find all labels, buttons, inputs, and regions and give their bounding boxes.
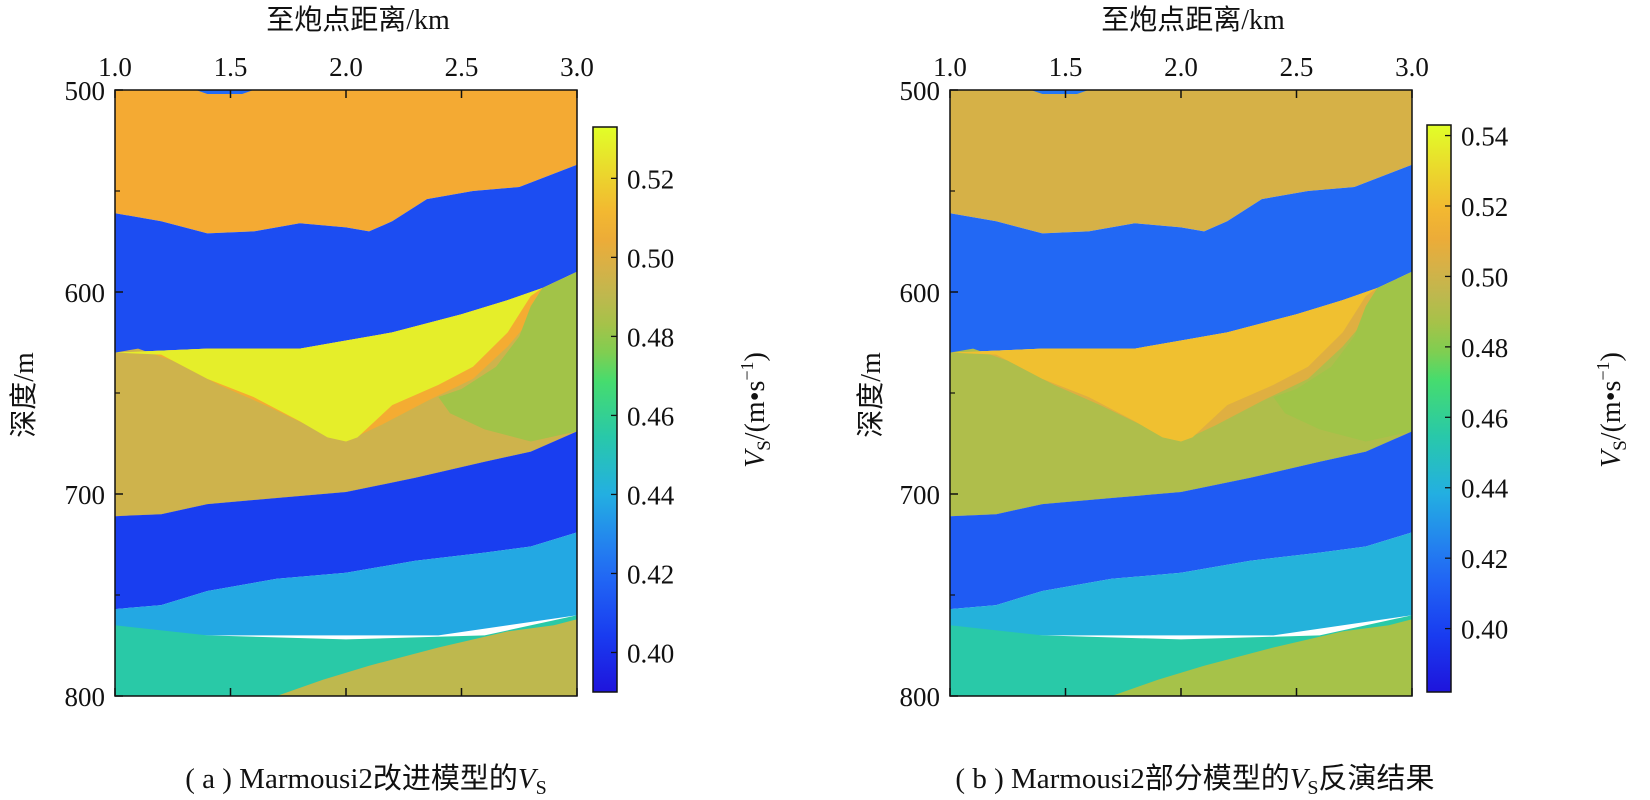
colorbar-tick-label: 0.52 — [1461, 192, 1508, 222]
colorbar-tick-label: 0.50 — [1461, 262, 1508, 292]
colorbar-label-close: ) — [740, 352, 771, 361]
colorbar-label: VS/(m•s−1) — [737, 352, 775, 468]
colorbar-label-sup: −1 — [1593, 361, 1613, 380]
x-tick-label: 1.0 — [933, 52, 967, 82]
colorbar-tick-label: 0.54 — [1461, 122, 1509, 152]
layer-blue-1 — [950, 164, 1412, 353]
x-tick-label: 2.0 — [329, 52, 363, 82]
x-tick-label: 1.5 — [214, 52, 248, 82]
colorbar-label-sup: −1 — [737, 361, 757, 380]
panel-b: 至炮点距离/km 深度/m VS/(m•s−1) ( b ) Marmousi2… — [855, 4, 1631, 799]
colorbar — [592, 126, 618, 693]
y-tick-label: 500 — [900, 76, 941, 106]
layer-green-right — [438, 271, 577, 442]
x-tick-label: 2.5 — [445, 52, 479, 82]
y-tick-label: 600 — [900, 278, 941, 308]
colorbar-tick-label: 0.44 — [627, 480, 675, 510]
colorbar-tick-label: 0.44 — [1461, 474, 1509, 504]
panel-a: 至炮点距离/km 深度/m VS/(m•s−1) ( a ) Marmousi2… — [8, 4, 775, 799]
colorbar-tick-label: 0.40 — [1461, 615, 1508, 645]
x-tick-label: 3.0 — [1395, 52, 1429, 82]
x-tick-label: 1.5 — [1049, 52, 1083, 82]
layer-top — [115, 90, 577, 234]
colorbar-label-var: V — [740, 448, 771, 468]
caption-b-tail: 反演结果 — [1319, 762, 1435, 795]
layer-olive-bottom — [276, 619, 577, 696]
colorbar-label: VS/(m•s−1) — [1593, 352, 1631, 468]
y-tick-label: 500 — [65, 76, 106, 106]
layer-green-right — [1273, 271, 1412, 442]
colorbar-label-close: ) — [1596, 352, 1627, 361]
x-tick-label: 3.0 — [560, 52, 594, 82]
colorbar-tick-label: 0.40 — [627, 638, 674, 668]
layer-olive-left — [115, 271, 577, 517]
x-tick-label: 2.0 — [1164, 52, 1198, 82]
x-axis-label: 至炮点距离/km — [266, 4, 450, 36]
colorbar-label-sub: S — [1610, 440, 1631, 451]
colorbar-label-sub: S — [754, 440, 775, 451]
y-tick-label: 600 — [65, 278, 106, 308]
colorbar — [1426, 124, 1452, 693]
y-tick-label: 800 — [65, 682, 106, 712]
heatmap-layers — [950, 90, 1412, 696]
colorbar-tick-label: 0.46 — [1461, 403, 1508, 433]
colorbar-tick-label: 0.48 — [1461, 333, 1508, 363]
colorbar-tick-label: 0.42 — [1461, 544, 1508, 574]
colorbar-tick-label: 0.48 — [627, 322, 674, 352]
caption-a: ( a ) Marmousi2改进模型的VS — [185, 762, 547, 799]
layer-cyan — [115, 532, 577, 636]
x-tick-label: 2.5 — [1280, 52, 1314, 82]
colorbar-tick-label: 0.42 — [627, 559, 674, 589]
caption-b-sub: S — [1307, 777, 1318, 799]
y-axis-label: 深度/m — [855, 352, 887, 438]
layer-blue-lens — [195, 90, 254, 94]
caption-b: ( b ) Marmousi2部分模型的VS反演结果 — [955, 762, 1434, 799]
caption-b-var: V — [1290, 763, 1311, 795]
colorbar-label-var: V — [1596, 448, 1627, 468]
layer-blue-2 — [115, 431, 577, 610]
caption-a-sub: S — [536, 777, 547, 799]
layer-cyan — [950, 532, 1412, 636]
layer-olive-bottom — [1111, 619, 1412, 696]
caption-a-var: V — [518, 763, 539, 795]
colorbar-tick-label: 0.52 — [627, 164, 674, 194]
layer-blue-1 — [115, 164, 577, 353]
layer-blue-2 — [950, 431, 1412, 610]
y-tick-label: 700 — [65, 480, 106, 510]
colorbar-label-unit: /(m•s — [740, 381, 771, 441]
colorbar-label-unit: /(m•s — [1596, 381, 1627, 441]
y-tick-label: 700 — [900, 480, 941, 510]
x-tick-label: 1.0 — [98, 52, 132, 82]
colorbar-tick-label: 0.50 — [627, 243, 674, 273]
heatmap-layers — [115, 90, 577, 696]
layer-yellow-lens — [115, 288, 543, 442]
layer-yellow-lens — [950, 288, 1378, 442]
caption-b-text: ( b ) Marmousi2部分模型的 — [955, 762, 1289, 795]
y-axis-label: 深度/m — [8, 352, 40, 438]
x-axis-label: 至炮点距离/km — [1101, 4, 1285, 36]
y-tick-label: 800 — [900, 682, 941, 712]
layer-olive-left — [950, 271, 1412, 517]
caption-a-text: ( a ) Marmousi2改进模型的 — [185, 762, 518, 795]
layer-blue-lens — [1030, 90, 1089, 94]
layer-top — [950, 90, 1412, 234]
colorbar-tick-label: 0.46 — [627, 401, 674, 431]
